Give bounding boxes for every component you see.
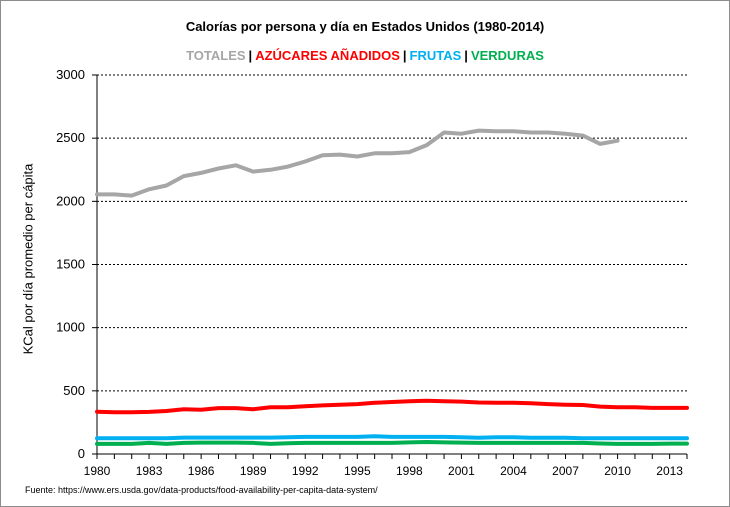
x-tick-label: 1998 [396, 464, 423, 478]
x-tick-label: 2010 [604, 464, 631, 478]
y-tick-label: 1500 [56, 257, 85, 272]
x-tick-label: 1980 [84, 464, 111, 478]
series-line-verduras [95, 440, 689, 446]
series-line-totales [95, 128, 620, 198]
x-tick-label: 2001 [448, 464, 475, 478]
legend-separator: | [402, 48, 407, 63]
y-tick-label: 0 [78, 446, 85, 461]
y-tick-label: 500 [63, 383, 85, 398]
source-note: Fuente: https://www.ers.usda.gov/data-pr… [25, 485, 378, 495]
x-tick-label: 1986 [188, 464, 215, 478]
y-tick-label: 2000 [56, 193, 85, 208]
series-line-frutas [95, 434, 689, 441]
legend-separator: | [248, 48, 253, 63]
legend-item-frutas: FRUTAS [409, 48, 462, 63]
x-tick-label: 1983 [136, 464, 163, 478]
legend-item-azucares: AZÚCARES AÑADIDOS [255, 48, 400, 63]
legend: TOTALES | AZÚCARES AÑADIDOS | FRUTAS | VERDURA… [1, 48, 729, 63]
chart-title: Calorías por persona y día en Estados Un… [185, 19, 545, 34]
y-tick-label: 2500 [56, 130, 85, 145]
legend-separator: | [464, 48, 468, 63]
x-tick-label: 2007 [552, 464, 579, 478]
x-tick-label: 1989 [240, 464, 267, 478]
x-tick-label: 2013 [656, 464, 683, 478]
y-tick-label: 3000 [56, 67, 85, 82]
legend-item-totales: TOTALES [186, 48, 246, 63]
legend-item-verduras: VERDURAS [470, 48, 544, 63]
series-line-azucares-anadidos [95, 398, 689, 415]
x-tick-label: 1995 [344, 464, 371, 478]
y-tick-label: 1000 [56, 320, 85, 335]
x-tick-label: 1992 [292, 464, 319, 478]
x-tick-label: 2004 [500, 464, 527, 478]
